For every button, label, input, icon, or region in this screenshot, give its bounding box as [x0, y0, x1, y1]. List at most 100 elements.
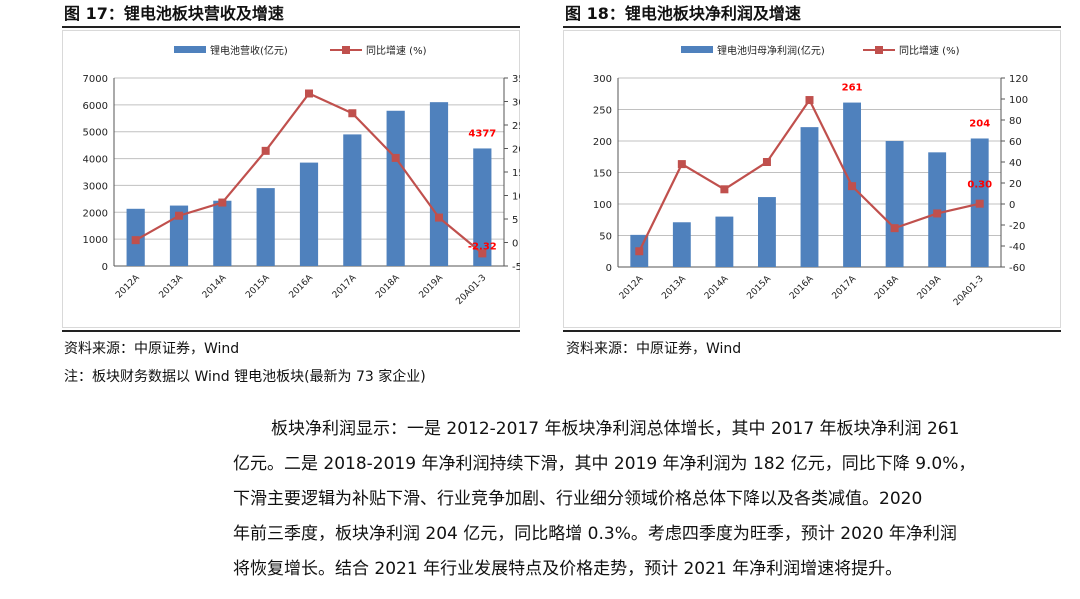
- paragraph-line: 将恢复增长。结合 2021 年行业发展特点及价格走势，预计 2021 年净利润增…: [233, 559, 903, 579]
- line-point: [805, 96, 814, 105]
- data-label: 4377: [468, 128, 496, 139]
- bar: [386, 110, 405, 266]
- line-point: [762, 158, 771, 166]
- y-right-tick-label: 20: [512, 145, 520, 156]
- x-tick-label: 2017A: [331, 272, 359, 300]
- figure-18-title: 图 18：锂电池板块净利润及增速: [565, 4, 801, 23]
- line-point: [391, 153, 400, 162]
- body-paragraph: 板块净利润显示：一是 2012-2017 年板块净利润总体增长，其中 2017 …: [233, 412, 1063, 587]
- x-tick-label: 2012A: [114, 272, 142, 300]
- figure-17-bottom-rule: [62, 330, 520, 332]
- y-left-tick-label: 0: [606, 263, 612, 274]
- x-tick-label: 2013A: [660, 273, 688, 301]
- chart-17: 0 1000 2000 3000 4000 5000 6000 7000 -5 0 5 10 15 20 2…: [62, 30, 525, 328]
- x-tick-label: 2016A: [287, 272, 315, 300]
- y-right-tick-label: -60: [1009, 263, 1025, 274]
- x-tick-label: 2019A: [916, 273, 944, 301]
- legend-line-label: 同比增速 (%): [366, 44, 427, 57]
- line-point: [933, 209, 942, 218]
- legend-line-marker: [342, 46, 350, 54]
- y-left-tick-label: 150: [593, 169, 612, 180]
- paragraph-line: 下滑主要逻辑为补贴下滑、行业竞争加剧、行业细分领域价格总体下降以及各类减值。20…: [233, 489, 923, 509]
- data-label: -2.32: [468, 241, 497, 252]
- figure-17-source: 资料来源：中原证券，Wind: [64, 341, 240, 357]
- chart-18-svg: 0 50 100 150 200 250 300 -60 -40 -20 0 20 40 60 80 100 1…: [563, 30, 1061, 328]
- figure-18-source: 资料来源：中原证券，Wind: [566, 341, 742, 357]
- line-point: [677, 160, 686, 169]
- line-point: [848, 182, 857, 191]
- chart-18: 0 50 100 150 200 250 300 -60 -40 -20 0 20 40 60 80 100 1…: [563, 30, 1061, 328]
- line-point: [348, 109, 357, 118]
- bar: [429, 102, 449, 267]
- y-right-tick-label: 80: [1009, 116, 1022, 127]
- bar: [715, 216, 734, 267]
- legend-bar-label: 锂电池营收(亿元): [210, 44, 288, 57]
- x-tick-label: 2014A: [201, 272, 229, 300]
- x-tick-label: 2015A: [244, 272, 272, 300]
- x-tick-label: 2018A: [374, 272, 402, 300]
- y-left-tick-label: 7000: [83, 74, 108, 85]
- y-right-tick-label: 20: [1009, 179, 1022, 190]
- y-left-tick-label: 100: [593, 200, 612, 211]
- figure-17-top-rule: [62, 26, 520, 28]
- y-left-tick-label: 1000: [83, 235, 108, 246]
- y-right-tick-label: 30: [512, 98, 520, 109]
- line-point: [305, 89, 313, 98]
- y-right-tick-label: -40: [1009, 242, 1025, 253]
- legend-line-marker: [875, 46, 883, 54]
- legend-line-label: 同比增速 (%): [899, 44, 960, 57]
- chart-border: [563, 30, 1061, 328]
- line-point: [478, 249, 487, 258]
- line-point: [435, 213, 443, 222]
- paragraph-line: 年前三季度，板块净利润 204 亿元，同比略增 0.3%。考虑四季度为旺季，预计…: [233, 524, 957, 544]
- y-right-tick-label: 100: [1009, 95, 1028, 106]
- line-point: [131, 236, 140, 245]
- data-label: 204: [969, 118, 990, 129]
- figure-18-top-rule: [563, 26, 1061, 28]
- line-point: [218, 198, 227, 207]
- y-left-tick-label: 3000: [83, 181, 108, 192]
- x-tick-label: 2015A: [745, 273, 773, 301]
- data-label: 261: [842, 83, 863, 94]
- y-right-tick-label: -20: [1009, 221, 1025, 232]
- y-left-tick-label: 50: [599, 232, 612, 243]
- x-tick-label: 2014A: [703, 273, 731, 301]
- data-label: 0.30: [967, 180, 992, 191]
- line-point: [975, 199, 984, 208]
- y-right-tick-label: 60: [1009, 137, 1022, 148]
- y-left-tick-label: 0: [102, 262, 108, 273]
- y-right-tick-label: 25: [512, 121, 520, 132]
- y-right-tick-label: 5: [512, 215, 518, 226]
- y-left-tick-label: 6000: [83, 101, 108, 112]
- chart-17-svg: 0 1000 2000 3000 4000 5000 6000 7000 -5 0 5 10 15 20 2…: [62, 30, 525, 328]
- x-tick-label: 2018A: [873, 273, 901, 301]
- y-left-tick-label: 5000: [83, 128, 108, 139]
- figure-18-bottom-rule: [563, 330, 1061, 332]
- bar: [800, 127, 819, 267]
- y-left-tick-label: 300: [593, 74, 612, 85]
- legend-bar-swatch: [174, 46, 206, 53]
- y-right-tick-label: 40: [1009, 158, 1022, 169]
- x-tick-label: 2013A: [157, 272, 185, 300]
- x-tick-label: 20A01-3: [952, 274, 986, 308]
- y-right-tick-label: -5: [512, 262, 520, 273]
- figure-17-title: 图 17：锂电池板块营收及增速: [64, 4, 284, 23]
- chart-border: [62, 30, 520, 328]
- x-tick-label: 20A01-3: [454, 273, 488, 307]
- x-tick-label: 2012A: [618, 273, 646, 301]
- line-point: [261, 146, 270, 155]
- y-left-tick-label: 200: [593, 137, 612, 148]
- y-right-tick-label: 0: [1009, 200, 1015, 211]
- bar: [672, 222, 691, 267]
- x-tick-label: 2017A: [831, 273, 859, 301]
- bar: [473, 148, 492, 266]
- x-tick-label: 2019A: [417, 272, 445, 300]
- legend-bar-swatch: [681, 46, 713, 53]
- line-point: [890, 224, 899, 233]
- y-right-tick-label: 0: [512, 239, 518, 250]
- legend-bar-label: 锂电池归母净利润(亿元): [717, 44, 825, 57]
- y-left-tick-label: 2000: [83, 208, 108, 219]
- line-point: [175, 211, 183, 220]
- bar: [885, 141, 904, 267]
- figure-17-note: 注：板块财务数据以 Wind 锂电池板块(最新为 73 家企业): [64, 369, 426, 385]
